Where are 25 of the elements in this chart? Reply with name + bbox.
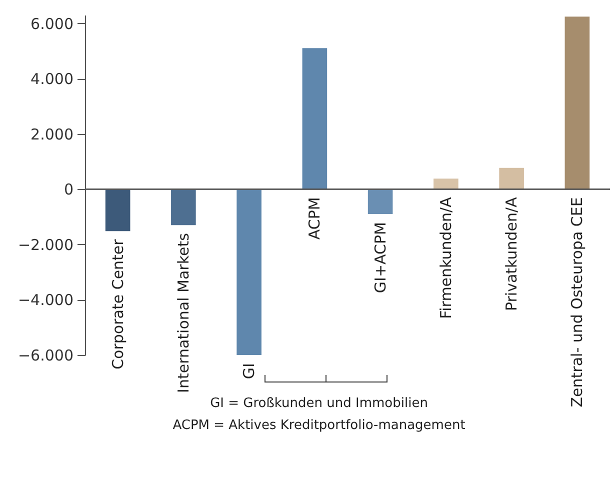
x-tick-label: Zentral- und Osteuropa CEE (568, 197, 586, 408)
bar (368, 189, 393, 214)
y-tick-label: 2.000 (30, 125, 74, 144)
bar (564, 16, 590, 190)
y-tick-label: −2.000 (18, 236, 74, 254)
y-tick-label: 6.000 (30, 14, 74, 33)
y-tick-label: 4.000 (30, 70, 74, 88)
x-tick-label: Privatkunden/A (502, 196, 521, 312)
text: GI = Großkunden und Immobilien (210, 396, 428, 411)
bar (499, 168, 524, 190)
text: ACPM = Aktives Kreditportfolio-management (172, 418, 466, 433)
x-tick-label: GI+ACPM (371, 222, 390, 294)
x-tick-label: International Markets (174, 232, 192, 393)
bar (302, 48, 328, 190)
x-tick-label: ACPM (306, 197, 324, 240)
x-tick-label: Corporate Center (108, 238, 127, 370)
x-tick-label: GI (240, 363, 258, 380)
x-tick-label: Firmenkunden/A (436, 196, 455, 319)
bar (434, 178, 458, 190)
y-tick-label: −6.000 (18, 346, 74, 364)
y-tick-label: 0 (64, 180, 74, 199)
bar (236, 189, 262, 355)
bar (105, 189, 130, 232)
bar (171, 189, 196, 226)
y-tick-label: −4.000 (18, 291, 74, 310)
